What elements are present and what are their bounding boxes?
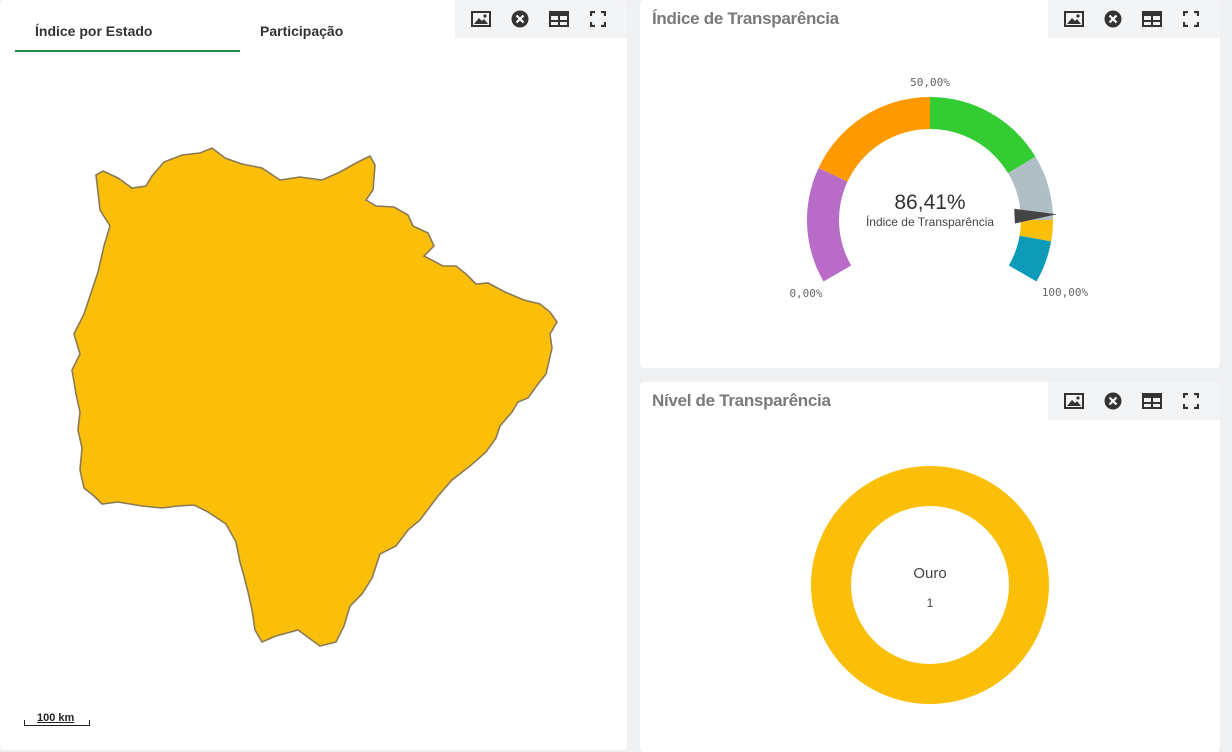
gauge-segment[interactable]: [1019, 220, 1053, 242]
close-button[interactable]: [500, 4, 539, 34]
state-region[interactable]: [71, 147, 558, 647]
transparency-gauge: 86,41% Índice de Transparência 0,00% 50,…: [789, 76, 1089, 300]
gauge-min-label: 0,00%: [789, 287, 822, 300]
fullscreen-icon: [1182, 11, 1199, 27]
scale-label: 100 km: [37, 712, 75, 724]
map-scale-bar: 100 km: [24, 712, 92, 726]
tab-indice-por-estado[interactable]: Índice por Estado: [15, 12, 240, 52]
gauge-segment[interactable]: [930, 97, 1036, 174]
close-circle-icon: [1104, 392, 1121, 410]
tab-participacao[interactable]: Participação: [260, 23, 344, 39]
level-donut: Ouro 1: [811, 466, 1049, 704]
fullscreen-button[interactable]: [1171, 386, 1210, 416]
table-view-button[interactable]: [1132, 386, 1171, 416]
level-panel: Nível de Transparência: [640, 382, 1220, 752]
table-icon: [1141, 393, 1162, 409]
close-button[interactable]: [1093, 386, 1132, 416]
gauge-needle: [1014, 208, 1057, 224]
index-toolbar: [1048, 0, 1220, 38]
map-toolbar: [455, 0, 627, 38]
gauge-segment[interactable]: [1008, 156, 1053, 220]
index-panel-title: Índice de Transparência: [652, 9, 839, 28]
close-circle-icon: [1104, 10, 1121, 28]
donut-label: Ouro: [913, 565, 946, 582]
level-toolbar: [1048, 382, 1220, 420]
export-image-button[interactable]: [461, 4, 500, 34]
state-map: [71, 147, 558, 647]
image-icon: [470, 11, 491, 27]
gauge-segment[interactable]: [807, 168, 852, 282]
gauge-segment[interactable]: [818, 97, 930, 182]
table-view-button[interactable]: [539, 4, 578, 34]
table-icon: [1141, 11, 1162, 27]
gauge-value: 86,41%: [894, 191, 965, 214]
gauge-mid-label: 50,00%: [910, 76, 950, 89]
fullscreen-icon: [589, 11, 606, 27]
close-button[interactable]: [1093, 4, 1132, 34]
map-panel: Índice por Estado Participação: [0, 0, 627, 750]
donut-count: 1: [927, 596, 934, 610]
export-image-button[interactable]: [1054, 386, 1093, 416]
image-icon: [1063, 393, 1084, 409]
donut-segment-ouro[interactable]: [811, 466, 1049, 704]
index-panel: Índice de Transparência: [640, 0, 1220, 368]
gauge-segment[interactable]: [1008, 235, 1052, 282]
fullscreen-button[interactable]: [1171, 4, 1210, 34]
level-panel-title: Nível de Transparência: [652, 391, 831, 410]
image-icon: [1063, 11, 1084, 27]
fullscreen-icon: [1182, 393, 1199, 409]
table-view-button[interactable]: [1132, 4, 1171, 34]
gauge-segments: [807, 97, 1053, 282]
gauge-subtitle: Índice de Transparência: [866, 214, 994, 229]
map-tabs: Índice por Estado Participação: [15, 12, 440, 52]
table-icon: [548, 11, 569, 27]
gauge-max-label: 100,00%: [1042, 286, 1089, 299]
export-image-button[interactable]: [1054, 4, 1093, 34]
scale-line: [24, 720, 90, 726]
fullscreen-button[interactable]: [578, 4, 617, 34]
close-circle-icon: [511, 10, 528, 28]
